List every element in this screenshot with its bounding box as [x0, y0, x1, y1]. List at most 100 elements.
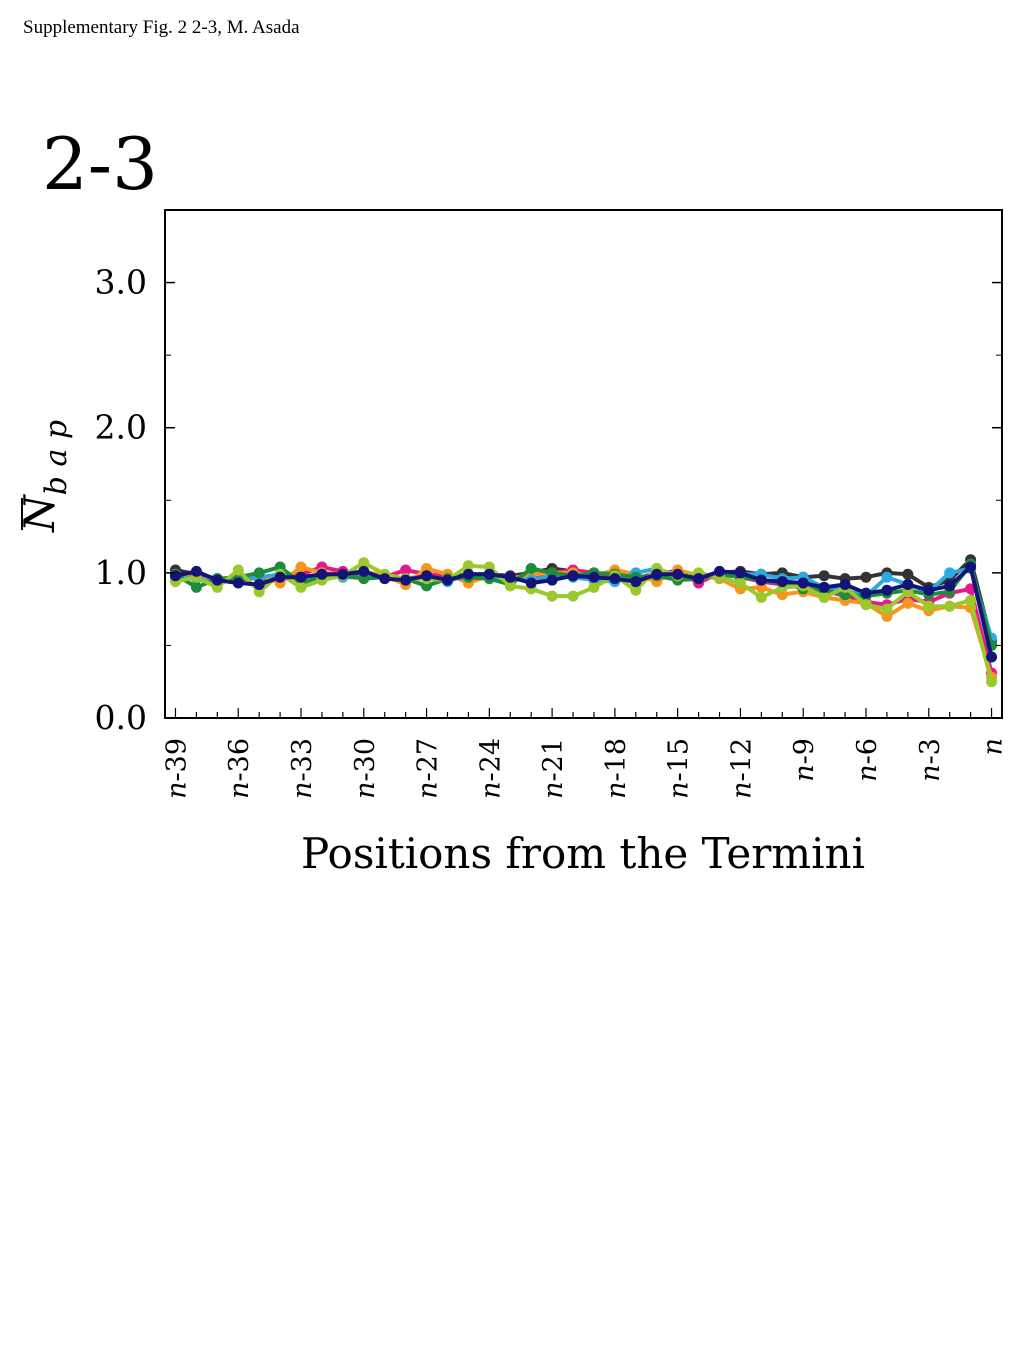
- data-point: [881, 584, 893, 596]
- data-point: [839, 578, 851, 590]
- data-point: [316, 568, 328, 580]
- x-tick-label: n-15: [664, 738, 695, 799]
- data-point: [567, 590, 579, 602]
- data-point: [232, 564, 244, 576]
- data-point: [358, 557, 370, 569]
- data-point: [190, 565, 202, 577]
- data-point: [965, 594, 977, 606]
- y-tick-label: 3.0: [95, 263, 147, 302]
- data-point: [630, 576, 642, 588]
- data-point: [295, 581, 307, 593]
- data-point: [421, 570, 433, 582]
- series-7: [169, 561, 998, 663]
- y-tick-label: 2.0: [95, 408, 147, 447]
- data-point: [776, 576, 788, 588]
- series-line: [175, 560, 994, 683]
- data-point: [274, 571, 286, 583]
- data-point: [358, 565, 370, 577]
- data-point: [588, 571, 600, 583]
- data-point: [337, 568, 349, 580]
- series-1: [169, 554, 998, 647]
- data-point: [818, 592, 830, 604]
- data-point: [546, 590, 558, 602]
- data-point: [986, 676, 998, 688]
- data-point: [714, 565, 726, 577]
- data-point: [902, 597, 914, 609]
- x-tick-label: n-18: [601, 738, 632, 799]
- series-line: [175, 565, 994, 658]
- data-point: [525, 563, 537, 575]
- data-point: [295, 571, 307, 583]
- data-point: [923, 584, 935, 596]
- x-tick-label: n-30: [350, 738, 381, 799]
- data-point: [818, 581, 830, 593]
- plot-frame: [164, 209, 1003, 719]
- data-point: [462, 568, 474, 580]
- data-point: [734, 567, 746, 579]
- data-point: [860, 587, 872, 599]
- x-axis-title: Positions from the Termini: [301, 829, 865, 878]
- data-point: [295, 561, 307, 573]
- x-tick-label: n-12: [726, 738, 757, 799]
- series-layer: [169, 554, 998, 688]
- data-point: [693, 573, 705, 585]
- x-tick-label: n-27: [413, 738, 444, 799]
- y-tick-label: 0.0: [95, 698, 147, 737]
- y-axis-title-subscript: b a p: [39, 420, 74, 495]
- x-tick-label: n-21: [538, 738, 569, 799]
- data-point: [253, 578, 265, 590]
- x-tick-label: n-6: [852, 738, 883, 782]
- data-point: [567, 570, 579, 582]
- data-point: [923, 600, 935, 612]
- data-point: [860, 571, 872, 583]
- data-point: [902, 568, 914, 580]
- x-tick-label: n-24: [475, 738, 506, 799]
- data-point: [797, 577, 809, 589]
- panel-label: 2-3: [42, 122, 158, 206]
- x-tick-label: n-39: [161, 738, 192, 799]
- x-tick-label: n-36: [224, 738, 255, 799]
- data-point: [965, 561, 977, 573]
- data-point: [986, 651, 998, 663]
- svg-text:Nb a p: Nb a p: [15, 420, 74, 533]
- data-point: [755, 592, 767, 604]
- data-point: [588, 581, 600, 593]
- y-axis-title-base: N: [15, 494, 64, 533]
- data-point: [734, 577, 746, 589]
- data-point: [651, 568, 663, 580]
- data-point: [483, 568, 495, 580]
- data-point: [190, 581, 202, 593]
- x-tick-label: n-9: [789, 738, 820, 782]
- data-point: [441, 574, 453, 586]
- data-point: [504, 571, 516, 583]
- data-point: [169, 570, 181, 582]
- data-point: [379, 573, 391, 585]
- data-point: [400, 564, 412, 576]
- data-point: [253, 567, 265, 579]
- y-axis-title: Nb a p: [15, 420, 74, 533]
- data-point: [944, 580, 956, 592]
- data-point: [881, 571, 893, 583]
- data-point: [818, 570, 830, 582]
- y-axis: 0.0 1.0 2.0 3.0: [95, 263, 1002, 737]
- data-point: [504, 580, 516, 592]
- x-axis: n-39 n-36 n-33 n-30 n-27 n-24 n-21 n-18 n-15 n-12…: [161, 708, 1009, 799]
- data-point: [462, 560, 474, 572]
- data-point: [211, 574, 223, 586]
- data-point: [232, 577, 244, 589]
- x-tick-label: n-33: [287, 738, 318, 799]
- data-point: [630, 584, 642, 596]
- data-point: [860, 599, 872, 611]
- data-point: [546, 574, 558, 586]
- data-point: [944, 600, 956, 612]
- data-point: [755, 574, 767, 586]
- line-chart: 0.0 1.0 2.0 3.0 n-39 n-36 n-33 n-30 n-27 n-24 n-2…: [15, 209, 1009, 878]
- data-point: [525, 577, 537, 589]
- data-point: [609, 573, 621, 585]
- data-point: [672, 568, 684, 580]
- x-tick-label: n: [978, 738, 1009, 755]
- data-point: [902, 578, 914, 590]
- data-point: [881, 603, 893, 615]
- x-tick-label: n-3: [915, 738, 946, 782]
- y-tick-label: 1.0: [95, 553, 147, 592]
